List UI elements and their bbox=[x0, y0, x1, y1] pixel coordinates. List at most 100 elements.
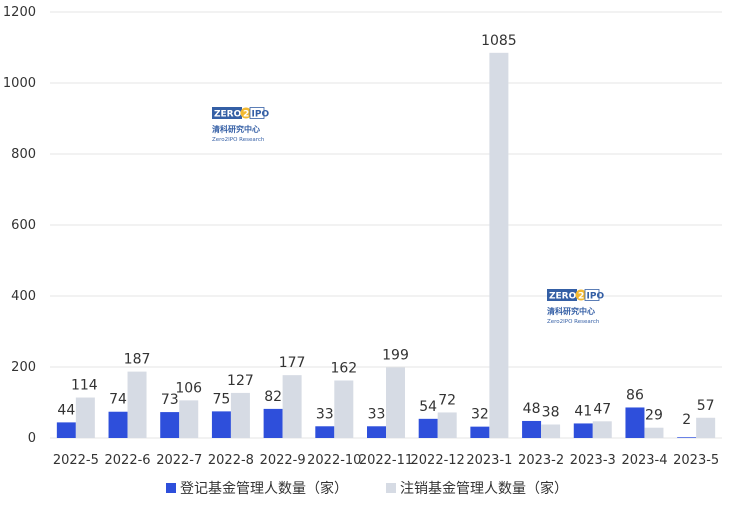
bar-registered bbox=[108, 411, 128, 438]
y-axis: 0 200 400 600 800 1000 1200 bbox=[3, 5, 36, 446]
x-tick-label: 2022-10 bbox=[307, 453, 361, 468]
bar-registered bbox=[625, 407, 645, 438]
y-tick-label: 800 bbox=[11, 147, 36, 162]
data-label: 75 bbox=[213, 391, 231, 407]
data-label: 72 bbox=[438, 392, 456, 408]
data-label: 32 bbox=[471, 407, 489, 423]
bar-cancelled bbox=[179, 400, 199, 438]
data-label: 33 bbox=[316, 406, 334, 422]
bar-registered bbox=[677, 437, 697, 438]
bar-registered bbox=[522, 420, 542, 438]
data-label: 187 bbox=[124, 352, 151, 368]
bar-registered bbox=[573, 423, 593, 438]
logo-text-right: IPO bbox=[252, 110, 270, 120]
y-tick-label: 400 bbox=[11, 289, 36, 304]
x-tick-label: 2022-12 bbox=[411, 453, 465, 468]
data-label: 47 bbox=[593, 401, 611, 417]
y-tick-label: 0 bbox=[28, 431, 36, 446]
data-label: 82 bbox=[264, 389, 282, 405]
bar-cancelled bbox=[127, 371, 147, 438]
legend-swatch bbox=[386, 483, 396, 493]
bar-registered bbox=[418, 418, 438, 438]
y-tick-label: 1200 bbox=[3, 5, 36, 20]
x-tick-label: 2023-1 bbox=[466, 453, 512, 468]
watermark-cn: 清科研究中心 bbox=[547, 306, 595, 316]
bar-cancelled bbox=[696, 417, 716, 438]
data-label: 2 bbox=[682, 412, 691, 428]
logo-text-mid: 2 bbox=[578, 292, 584, 302]
legend: 登记基金管理人数量（家） 注销基金管理人数量（家） bbox=[166, 480, 568, 497]
x-tick-label: 2022-9 bbox=[260, 453, 306, 468]
data-label: 1085 bbox=[481, 33, 517, 49]
data-label: 177 bbox=[279, 355, 306, 371]
logo-circle bbox=[575, 289, 587, 301]
logo-block bbox=[547, 289, 577, 301]
bar-registered bbox=[211, 411, 231, 438]
bar-cancelled bbox=[489, 52, 509, 438]
x-tick-label: 2022-11 bbox=[359, 453, 413, 468]
logo-text-right: IPO bbox=[587, 292, 605, 302]
x-tick-label: 2023-4 bbox=[621, 453, 667, 468]
logo-text-mid: 2 bbox=[243, 110, 249, 120]
bar-registered bbox=[263, 408, 283, 438]
x-tick-label: 2023-3 bbox=[570, 453, 616, 468]
x-tick-label: 2022-8 bbox=[208, 453, 254, 468]
x-tick-label: 2023-5 bbox=[673, 453, 719, 468]
legend-label: 注销基金管理人数量（家） bbox=[400, 480, 568, 497]
data-label: 127 bbox=[227, 373, 254, 389]
bar-cancelled bbox=[644, 427, 664, 438]
data-label: 57 bbox=[697, 398, 715, 414]
logo-circle bbox=[240, 107, 252, 119]
bar-registered bbox=[470, 426, 490, 438]
data-label: 106 bbox=[175, 380, 202, 396]
watermark-en: Zero2IPO Research bbox=[547, 319, 600, 325]
logo-block bbox=[212, 107, 242, 119]
data-label: 38 bbox=[542, 405, 560, 421]
y-tick-label: 200 bbox=[11, 360, 36, 375]
bar-cancelled bbox=[230, 392, 250, 438]
watermark-en: Zero2IPO Research bbox=[212, 137, 265, 143]
data-label: 41 bbox=[574, 403, 592, 419]
x-axis: 2022-5 2022-6 2022-7 2022-8 2022-9 2022-10202… bbox=[53, 453, 719, 468]
y-tick-label: 1000 bbox=[3, 76, 36, 91]
gridlines bbox=[50, 11, 722, 439]
watermark-logo: ZERO 2 IPO 清科研究中心 Zero2IPO Research bbox=[212, 107, 269, 143]
x-tick-label: 2022-5 bbox=[53, 453, 99, 468]
x-tick-label: 2023-2 bbox=[518, 453, 564, 468]
legend-swatch bbox=[166, 483, 176, 493]
logo-box bbox=[584, 289, 600, 301]
bar-cancelled bbox=[75, 397, 95, 438]
bar-registered bbox=[315, 426, 335, 438]
bar-cancelled bbox=[541, 424, 561, 438]
bar-cancelled bbox=[386, 367, 405, 438]
data-label: 29 bbox=[645, 408, 663, 424]
data-label: 74 bbox=[109, 392, 127, 408]
data-label: 44 bbox=[57, 402, 75, 418]
logo-text-left: ZERO bbox=[214, 110, 242, 120]
logo-text-left: ZERO bbox=[549, 292, 577, 302]
x-tick-label: 2022-7 bbox=[156, 453, 202, 468]
y-tick-label: 600 bbox=[11, 218, 36, 233]
data-label: 48 bbox=[523, 401, 541, 417]
bar-cancelled bbox=[282, 375, 302, 438]
bar-cancelled bbox=[437, 412, 457, 438]
data-label: 33 bbox=[368, 406, 386, 422]
data-label: 199 bbox=[382, 347, 409, 363]
bar-registered bbox=[160, 412, 180, 438]
bars bbox=[56, 52, 716, 438]
logo-box bbox=[249, 107, 265, 119]
data-label: 162 bbox=[330, 360, 357, 376]
data-label: 86 bbox=[626, 387, 644, 403]
x-tick-label: 2022-6 bbox=[105, 453, 151, 468]
data-label: 54 bbox=[419, 399, 437, 415]
legend-label: 登记基金管理人数量（家） bbox=[180, 480, 348, 497]
data-label: 114 bbox=[71, 378, 98, 394]
watermark-cn: 清科研究中心 bbox=[212, 124, 260, 134]
bar-cancelled bbox=[592, 421, 612, 438]
watermark-logo: ZERO 2 IPO 清科研究中心 Zero2IPO Research bbox=[547, 289, 604, 325]
bar-registered bbox=[367, 426, 386, 438]
bar-registered bbox=[56, 422, 76, 438]
